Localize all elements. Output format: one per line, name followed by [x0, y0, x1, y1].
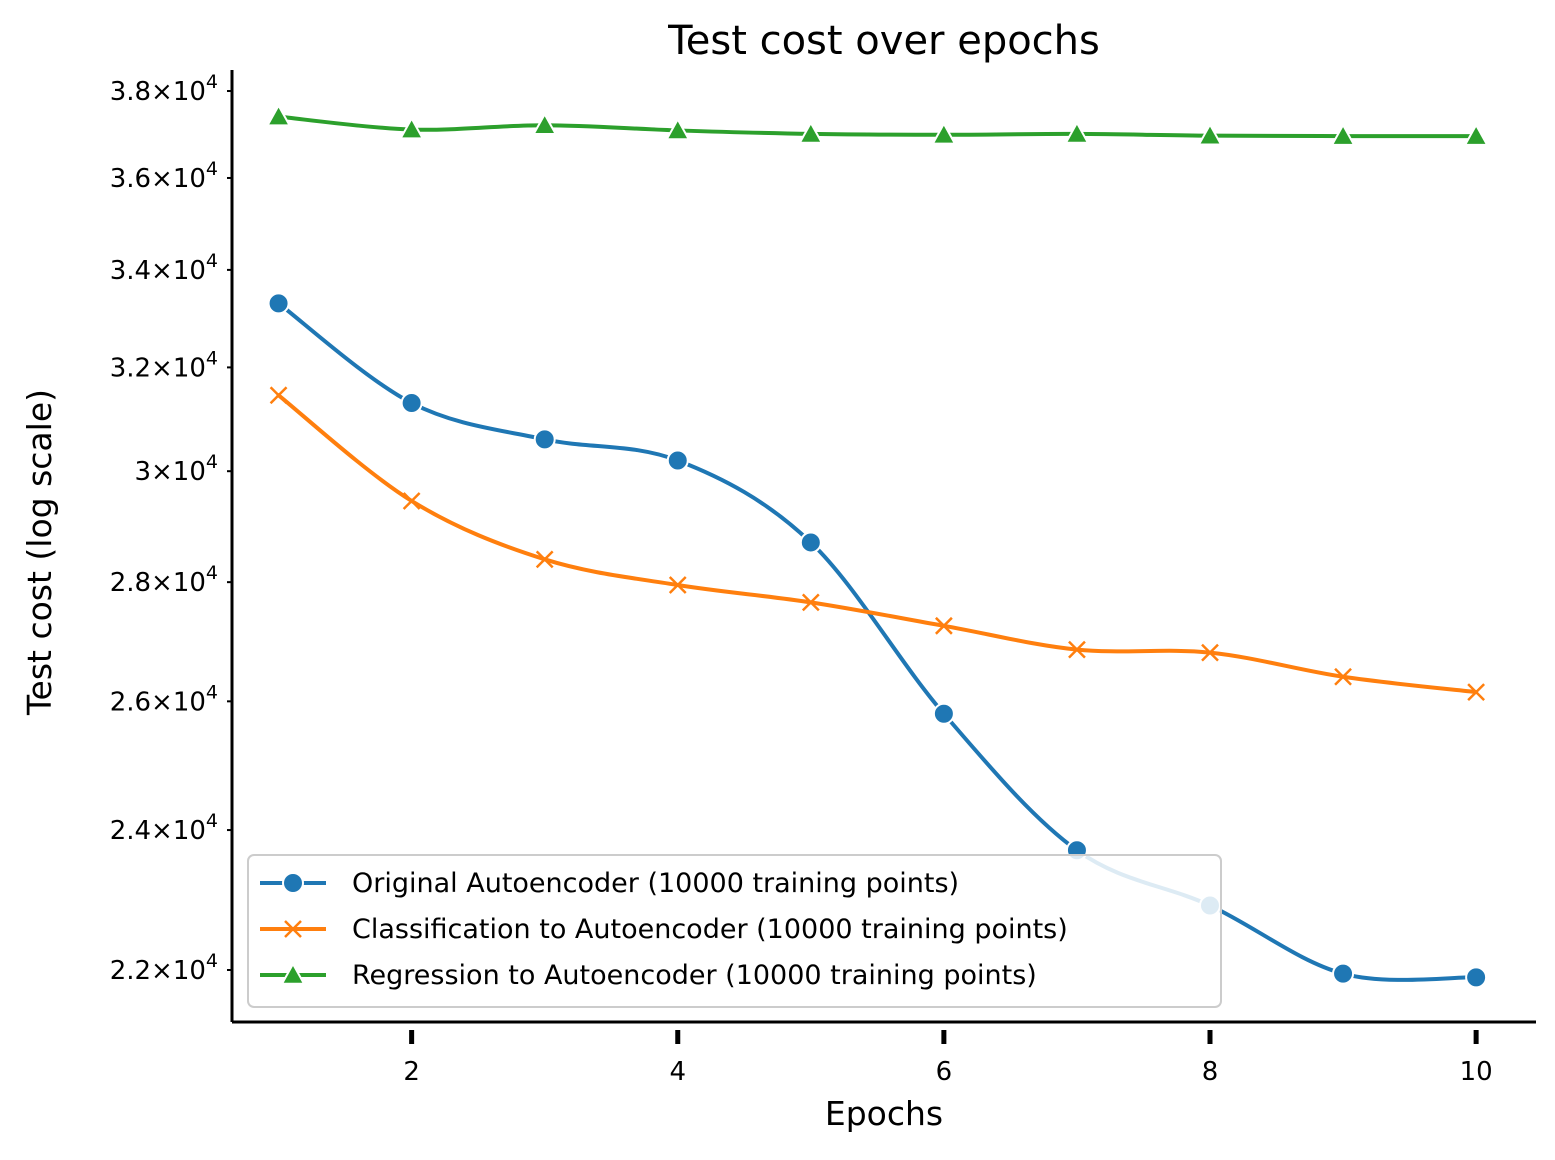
data-point	[1197, 122, 1223, 146]
x-tick-label: 6	[936, 1057, 953, 1087]
y-tick-label: 3.4×104	[110, 250, 218, 286]
chart-title: Test cost over epochs	[667, 18, 1100, 64]
legend-item-1: Original Autoencoder (10000 training poi…	[260, 868, 959, 899]
x-tick-label: 10	[1460, 1057, 1493, 1087]
data-point	[1332, 962, 1355, 985]
legend-label: Classification to Autoencoder (10000 tra…	[352, 914, 1068, 945]
y-tick-label: 2.2×104	[110, 950, 218, 986]
x-tick-label: 8	[1202, 1057, 1219, 1087]
x-axis-ticks: 2 4 6 8 10	[403, 1030, 1493, 1087]
series-line	[276, 393, 1479, 695]
series-line	[276, 114, 1479, 139]
y-tick-label: 2.4×104	[110, 810, 218, 846]
y-tick-label: 3.6×104	[110, 158, 218, 194]
data-point	[934, 616, 953, 635]
data-point	[265, 103, 292, 127]
y-tick-label: 3.2×104	[110, 347, 218, 383]
legend-marker	[280, 961, 306, 985]
legend-marker	[284, 920, 302, 938]
y-tick-label: 2.6×104	[110, 681, 218, 717]
y-tick-label: 3.8×104	[110, 71, 218, 107]
series-line	[276, 301, 1479, 982]
x-axis-label: Epochs	[825, 1094, 943, 1133]
data-point	[531, 112, 558, 136]
data-point	[269, 386, 288, 405]
y-axis-label: Test cost (log scale)	[20, 389, 59, 716]
legend-marker	[282, 872, 304, 894]
legend-item-3: Regression to Autoencoder (10000 trainin…	[260, 960, 1037, 991]
data-point	[1334, 667, 1352, 686]
data-point	[1463, 123, 1489, 146]
data-point	[402, 492, 421, 510]
data-point	[932, 702, 955, 725]
x-tick-label: 2	[403, 1057, 420, 1087]
data-point	[1465, 966, 1488, 989]
y-tick-label: 3×104	[134, 451, 218, 487]
legend-item-2: Classification to Autoencoder (10000 tra…	[260, 914, 1068, 945]
series-3	[265, 103, 1489, 146]
legend: Original Autoencoder (10000 training poi…	[247, 854, 1222, 1008]
data-point	[400, 391, 423, 414]
data-point	[1201, 643, 1219, 662]
data-point	[799, 531, 822, 554]
legend-box	[247, 854, 1222, 1008]
data-point	[533, 428, 556, 451]
data-point	[1064, 120, 1090, 144]
legend-label: Regression to Autoencoder (10000 trainin…	[352, 960, 1037, 991]
data-point	[798, 120, 824, 144]
data-point	[1068, 640, 1086, 659]
x-tick-label: 4	[669, 1057, 686, 1087]
data-point	[931, 121, 957, 145]
y-axis-ticks: 2.2×104 2.4×104 2.6×104 2.8×104 3×104 3.2×104…	[110, 71, 232, 986]
data-point	[665, 117, 691, 141]
data-point	[267, 292, 290, 315]
data-point	[801, 593, 820, 612]
data-point	[666, 449, 689, 472]
series-2	[269, 386, 1486, 701]
axis-spines	[230, 70, 1536, 1024]
data-point	[535, 550, 554, 569]
legend-label: Original Autoencoder (10000 training poi…	[352, 868, 959, 899]
y-tick-label: 2.8×104	[110, 562, 218, 598]
data-point	[398, 116, 425, 140]
data-point	[668, 576, 687, 594]
data-point	[1330, 123, 1356, 146]
data-point	[1467, 683, 1486, 701]
